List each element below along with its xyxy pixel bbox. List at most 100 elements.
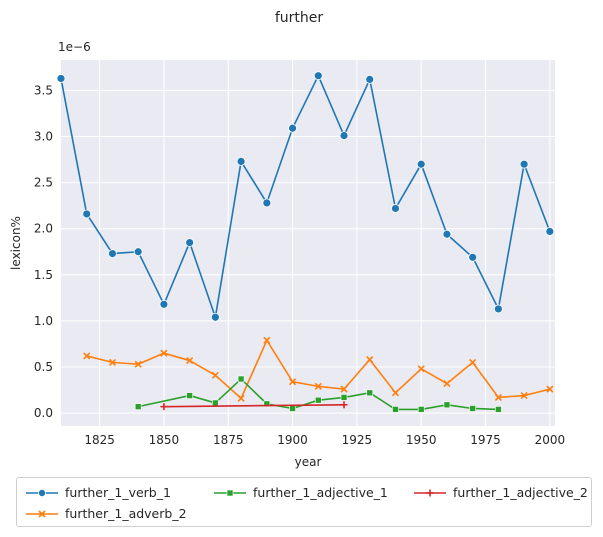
data-point xyxy=(469,358,477,366)
data-point xyxy=(159,299,169,309)
data-point xyxy=(108,249,117,259)
data-point xyxy=(236,157,246,166)
x-tick-label: 2000 xyxy=(535,433,566,447)
data-point xyxy=(134,403,142,410)
data-point xyxy=(134,360,142,368)
y-tick-label: 2.0 xyxy=(34,222,53,236)
data-point xyxy=(313,71,323,81)
legend-marker-circle-icon xyxy=(26,489,58,497)
data-point xyxy=(495,406,502,413)
data-point-stroke xyxy=(366,356,374,364)
x-tick-label: 1925 xyxy=(342,433,373,447)
data-point xyxy=(494,393,502,401)
y-tick-label: 1.5 xyxy=(34,268,53,282)
data-point-stroke xyxy=(263,336,271,344)
chart-title: further xyxy=(275,10,324,26)
data-point-stroke xyxy=(186,356,194,365)
data-point xyxy=(340,394,348,401)
data-point xyxy=(392,406,399,413)
x-tick-label: 1875 xyxy=(213,433,244,447)
data-point xyxy=(288,123,297,133)
legend-label: further_1_adverb_2 xyxy=(65,506,187,521)
data-point xyxy=(417,365,425,373)
series-further_1_adverb_2 xyxy=(83,336,554,402)
data-point xyxy=(366,389,374,397)
x-tick-labels: 1825 1850 1875 1900 1925 1950 1975 2000 xyxy=(84,433,565,447)
legend-marker-x-icon xyxy=(26,510,58,518)
data-point xyxy=(366,356,374,364)
x-tick-label: 1850 xyxy=(149,433,180,447)
data-point xyxy=(211,371,219,379)
data-point-stroke xyxy=(211,371,219,379)
plot-area xyxy=(61,60,555,426)
data-point xyxy=(314,382,322,390)
x-tick-label: 1950 xyxy=(406,433,437,447)
data-point-stroke xyxy=(469,358,477,366)
data-point-stroke xyxy=(391,389,400,397)
data-point xyxy=(288,378,297,386)
data-point xyxy=(262,198,272,208)
data-point xyxy=(468,252,478,262)
data-point xyxy=(443,380,451,388)
y-tick-label: 0.5 xyxy=(34,360,53,374)
y-tick-label: 2.5 xyxy=(34,176,53,190)
data-point xyxy=(263,400,271,408)
data-point xyxy=(520,392,528,400)
x-tick-label: 1825 xyxy=(84,433,115,447)
series-further_1_adjective_2 xyxy=(160,401,348,411)
y-tick-label: 3.5 xyxy=(34,83,53,97)
series-line xyxy=(163,403,345,408)
legend: further_1_verb_1 further_1_adverb_2 furt… xyxy=(16,477,592,527)
legend-label: further_1_verb_1 xyxy=(65,485,171,500)
data-point-stroke xyxy=(108,358,117,366)
data-point xyxy=(391,389,400,397)
grid xyxy=(61,60,555,426)
y-offset-label: 1e−6 xyxy=(58,40,91,54)
y-tick-label: 1.0 xyxy=(34,314,53,328)
data-point xyxy=(417,406,425,413)
legend-label: further_1_adjective_1 xyxy=(253,485,388,500)
data-point-stroke xyxy=(520,392,528,400)
data-point-stroke xyxy=(546,385,554,393)
data-point xyxy=(160,349,168,357)
data-point xyxy=(263,336,271,344)
series-line xyxy=(138,378,499,411)
data-point-stroke xyxy=(237,394,245,402)
data-point xyxy=(133,247,143,257)
series-layer xyxy=(56,71,555,413)
data-point-stroke xyxy=(288,378,297,386)
series-line xyxy=(60,74,551,319)
y-axis-label: lexicon% xyxy=(9,216,23,270)
data-point xyxy=(237,375,245,383)
data-point-stroke xyxy=(134,360,142,368)
y-tick-label: 3.0 xyxy=(34,130,53,144)
data-point xyxy=(416,159,426,169)
data-point xyxy=(83,352,91,360)
data-point-stroke xyxy=(417,365,425,373)
y-tick-labels: 0.0 0.5 1.0 1.5 2.0 2.5 3.0 3.5 xyxy=(34,83,53,420)
data-point xyxy=(340,401,348,409)
data-point xyxy=(493,304,503,314)
x-tick-label: 1900 xyxy=(277,433,308,447)
data-point xyxy=(108,358,117,366)
data-point xyxy=(56,74,66,83)
data-point xyxy=(339,131,349,140)
data-point xyxy=(391,204,400,213)
data-point xyxy=(443,401,451,409)
legend-marker-square-icon xyxy=(214,489,246,497)
x-axis-label: year xyxy=(295,455,322,469)
data-point-stroke xyxy=(314,382,322,390)
data-point xyxy=(185,238,195,247)
x-tick-label: 1975 xyxy=(470,433,501,447)
data-point xyxy=(442,229,452,239)
data-point-stroke xyxy=(443,380,451,388)
data-point xyxy=(160,403,168,411)
data-point-stroke xyxy=(160,349,168,357)
data-point-stroke xyxy=(494,393,502,401)
data-point xyxy=(340,385,348,393)
data-point xyxy=(469,405,476,412)
data-point xyxy=(365,74,375,84)
series-further_1_verb_1 xyxy=(56,71,555,322)
data-point-stroke xyxy=(83,352,91,360)
